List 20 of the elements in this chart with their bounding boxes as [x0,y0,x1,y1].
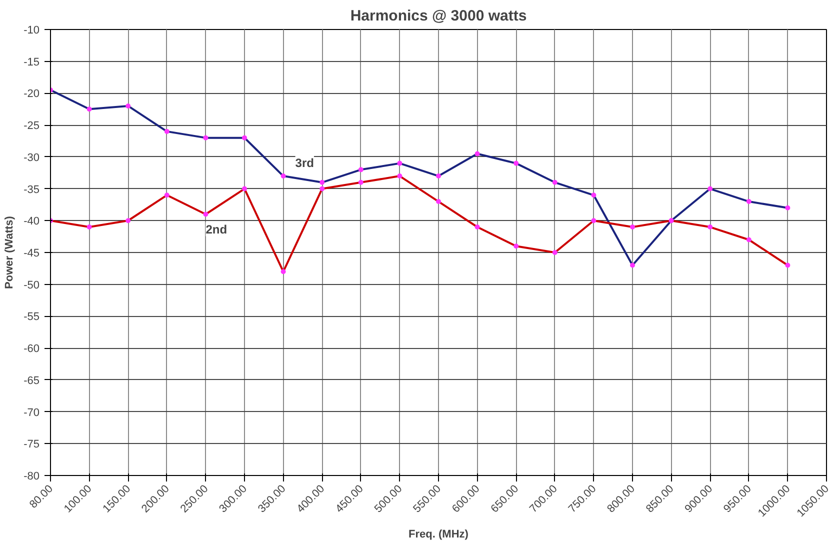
y-tick-label: -25 [24,120,40,132]
y-tick-label: -20 [24,88,40,100]
y-tick-label: -55 [24,311,40,324]
series-label: 3rd [295,156,314,170]
y-axis-title: Power (Watts) [4,216,16,289]
y-tick-label: -80 [24,470,40,482]
series-label: 2nd [206,222,228,236]
x-axis-title: Freq. (MHz) [408,528,469,540]
y-tick-label: -45 [24,248,40,260]
y-tick-label: -65 [24,374,40,387]
y-tick-label: -60 [24,343,40,356]
y-tick-label: -10 [24,24,40,36]
y-tick-label: -75 [24,438,40,451]
y-tick-label: -15 [24,56,40,68]
y-tick-label: -30 [24,152,40,164]
y-tick-label: -35 [24,184,40,196]
chart-title: Harmonics @ 3000 watts [350,8,527,24]
y-tick-label: -40 [24,216,40,228]
y-tick-label: -70 [24,406,40,419]
y-tick-label: -50 [24,279,40,292]
